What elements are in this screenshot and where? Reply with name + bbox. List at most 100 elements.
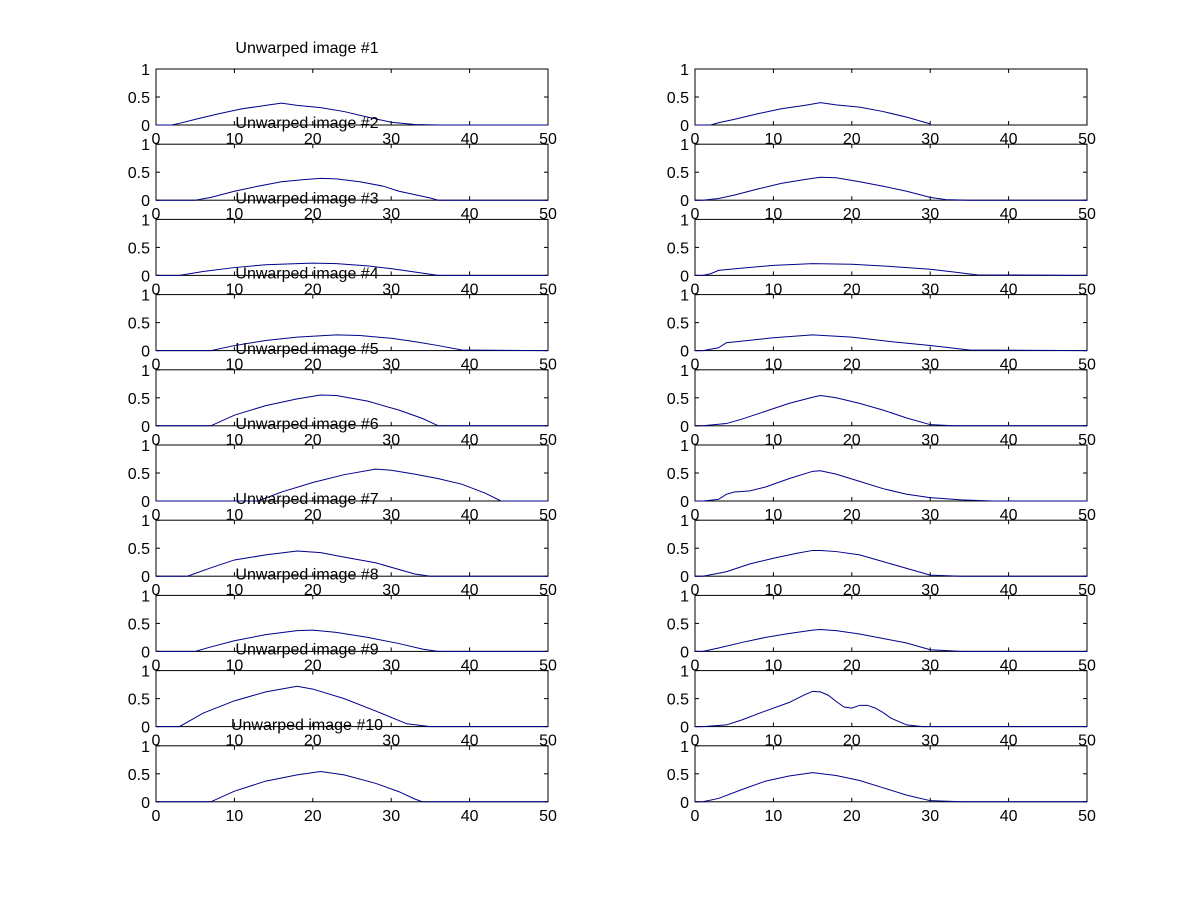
y-tick-label: 1 — [680, 137, 689, 154]
y-tick-label: 1 — [141, 137, 150, 154]
y-tick-label: 0.5 — [667, 316, 689, 333]
series-line-1 — [156, 550, 548, 577]
series-line-1 — [156, 468, 548, 502]
axes-frame — [694, 143, 1088, 201]
x-tick-label: 0 — [152, 357, 161, 374]
series-line-1 — [695, 395, 1087, 427]
y-tick-label: 0.5 — [128, 391, 150, 408]
x-tick-label: 0 — [152, 281, 161, 298]
x-tick-label: 0 — [691, 131, 700, 148]
axes-frame — [694, 670, 1088, 728]
y-tick-label: 1 — [680, 664, 689, 681]
x-tick-label: 0 — [691, 281, 700, 298]
y-tick-label: 0 — [141, 720, 150, 737]
axes-frame — [694, 68, 1088, 126]
series-line-1 — [695, 334, 1088, 352]
x-tick-label: 0 — [691, 206, 700, 223]
x-tick-label: 30 — [921, 808, 939, 825]
panel-title: Unwarped image #10 — [231, 717, 383, 734]
y-tick-label: 1 — [141, 588, 150, 605]
y-tick-label: 0 — [141, 419, 150, 436]
axes-frame — [155, 369, 549, 427]
x-tick-label: 40 — [1000, 808, 1018, 825]
y-tick-label: 0.5 — [128, 767, 150, 784]
axes-frame — [155, 68, 549, 126]
axes-frame — [694, 444, 1088, 502]
series-line-1 — [156, 177, 548, 201]
y-tick-label: 0 — [141, 193, 150, 210]
series-line-1 — [695, 549, 1087, 577]
y-tick-label: 1 — [680, 62, 689, 79]
x-tick-label: 0 — [691, 507, 700, 524]
y-tick-label: 1 — [141, 288, 150, 305]
x-tick-label: 10 — [765, 808, 783, 825]
y-tick-label: 0 — [680, 795, 689, 812]
y-tick-label: 0 — [141, 494, 150, 511]
y-tick-label: 0 — [680, 494, 689, 511]
x-tick-label: 0 — [691, 582, 700, 599]
y-tick-label: 1 — [680, 588, 689, 605]
x-tick-label: 0 — [152, 131, 161, 148]
y-tick-label: 0 — [680, 193, 689, 210]
y-tick-label: 0 — [680, 118, 689, 135]
y-tick-label: 0.5 — [667, 391, 689, 408]
x-tick-label: 0 — [691, 733, 700, 750]
x-tick-label: 40 — [461, 808, 479, 825]
series-line-1 — [156, 262, 548, 276]
y-tick-label: 0 — [680, 720, 689, 737]
series-line-1 — [156, 394, 548, 427]
panel-title: Unwarped image #9 — [235, 642, 378, 659]
series-line-1 — [695, 772, 1087, 803]
x-tick-label: 0 — [152, 582, 161, 599]
x-tick-label: 0 — [152, 432, 161, 449]
panel-10-right: 0 10 20 30 40 50 0 0.5 1 — [667, 739, 1096, 825]
series-line-1 — [156, 334, 549, 352]
y-tick-label: 1 — [141, 513, 150, 530]
y-tick-label: 0 — [680, 419, 689, 436]
x-tick-label: 0 — [691, 357, 700, 374]
x-tick-label: 50 — [1078, 808, 1096, 825]
y-tick-label: 0 — [141, 344, 150, 361]
x-tick-label: 10 — [226, 808, 244, 825]
axes-frame — [694, 519, 1088, 577]
series-line-1 — [695, 690, 1087, 728]
axes-frame — [155, 745, 549, 803]
series-line-1 — [156, 685, 548, 728]
x-tick-label: 0 — [691, 657, 700, 674]
y-tick-label: 1 — [141, 363, 150, 380]
y-tick-label: 0.5 — [128, 616, 150, 633]
y-tick-label: 0.5 — [667, 692, 689, 709]
y-tick-label: 1 — [680, 739, 689, 756]
y-tick-label: 1 — [680, 363, 689, 380]
y-tick-label: 1 — [141, 438, 150, 455]
axes-frame — [694, 294, 1088, 352]
panel-title: Unwarped image #6 — [235, 416, 378, 433]
y-tick-label: 0.5 — [667, 240, 689, 257]
y-tick-label: 0.5 — [128, 165, 150, 182]
y-tick-label: 0.5 — [128, 316, 150, 333]
x-tick-label: 20 — [304, 808, 322, 825]
y-tick-label: 1 — [680, 288, 689, 305]
y-tick-label: 1 — [680, 212, 689, 229]
x-tick-label: 0 — [152, 507, 161, 524]
y-tick-label: 1 — [680, 438, 689, 455]
y-tick-label: 0.5 — [128, 692, 150, 709]
x-tick-label: 0 — [152, 733, 161, 750]
x-tick-label: 30 — [382, 808, 400, 825]
y-tick-label: 1 — [141, 739, 150, 756]
axes-frame — [155, 670, 549, 728]
axes-frame — [694, 745, 1088, 803]
y-tick-label: 1 — [680, 513, 689, 530]
y-tick-label: 0.5 — [667, 541, 689, 558]
y-tick-label: 0.5 — [128, 466, 150, 483]
